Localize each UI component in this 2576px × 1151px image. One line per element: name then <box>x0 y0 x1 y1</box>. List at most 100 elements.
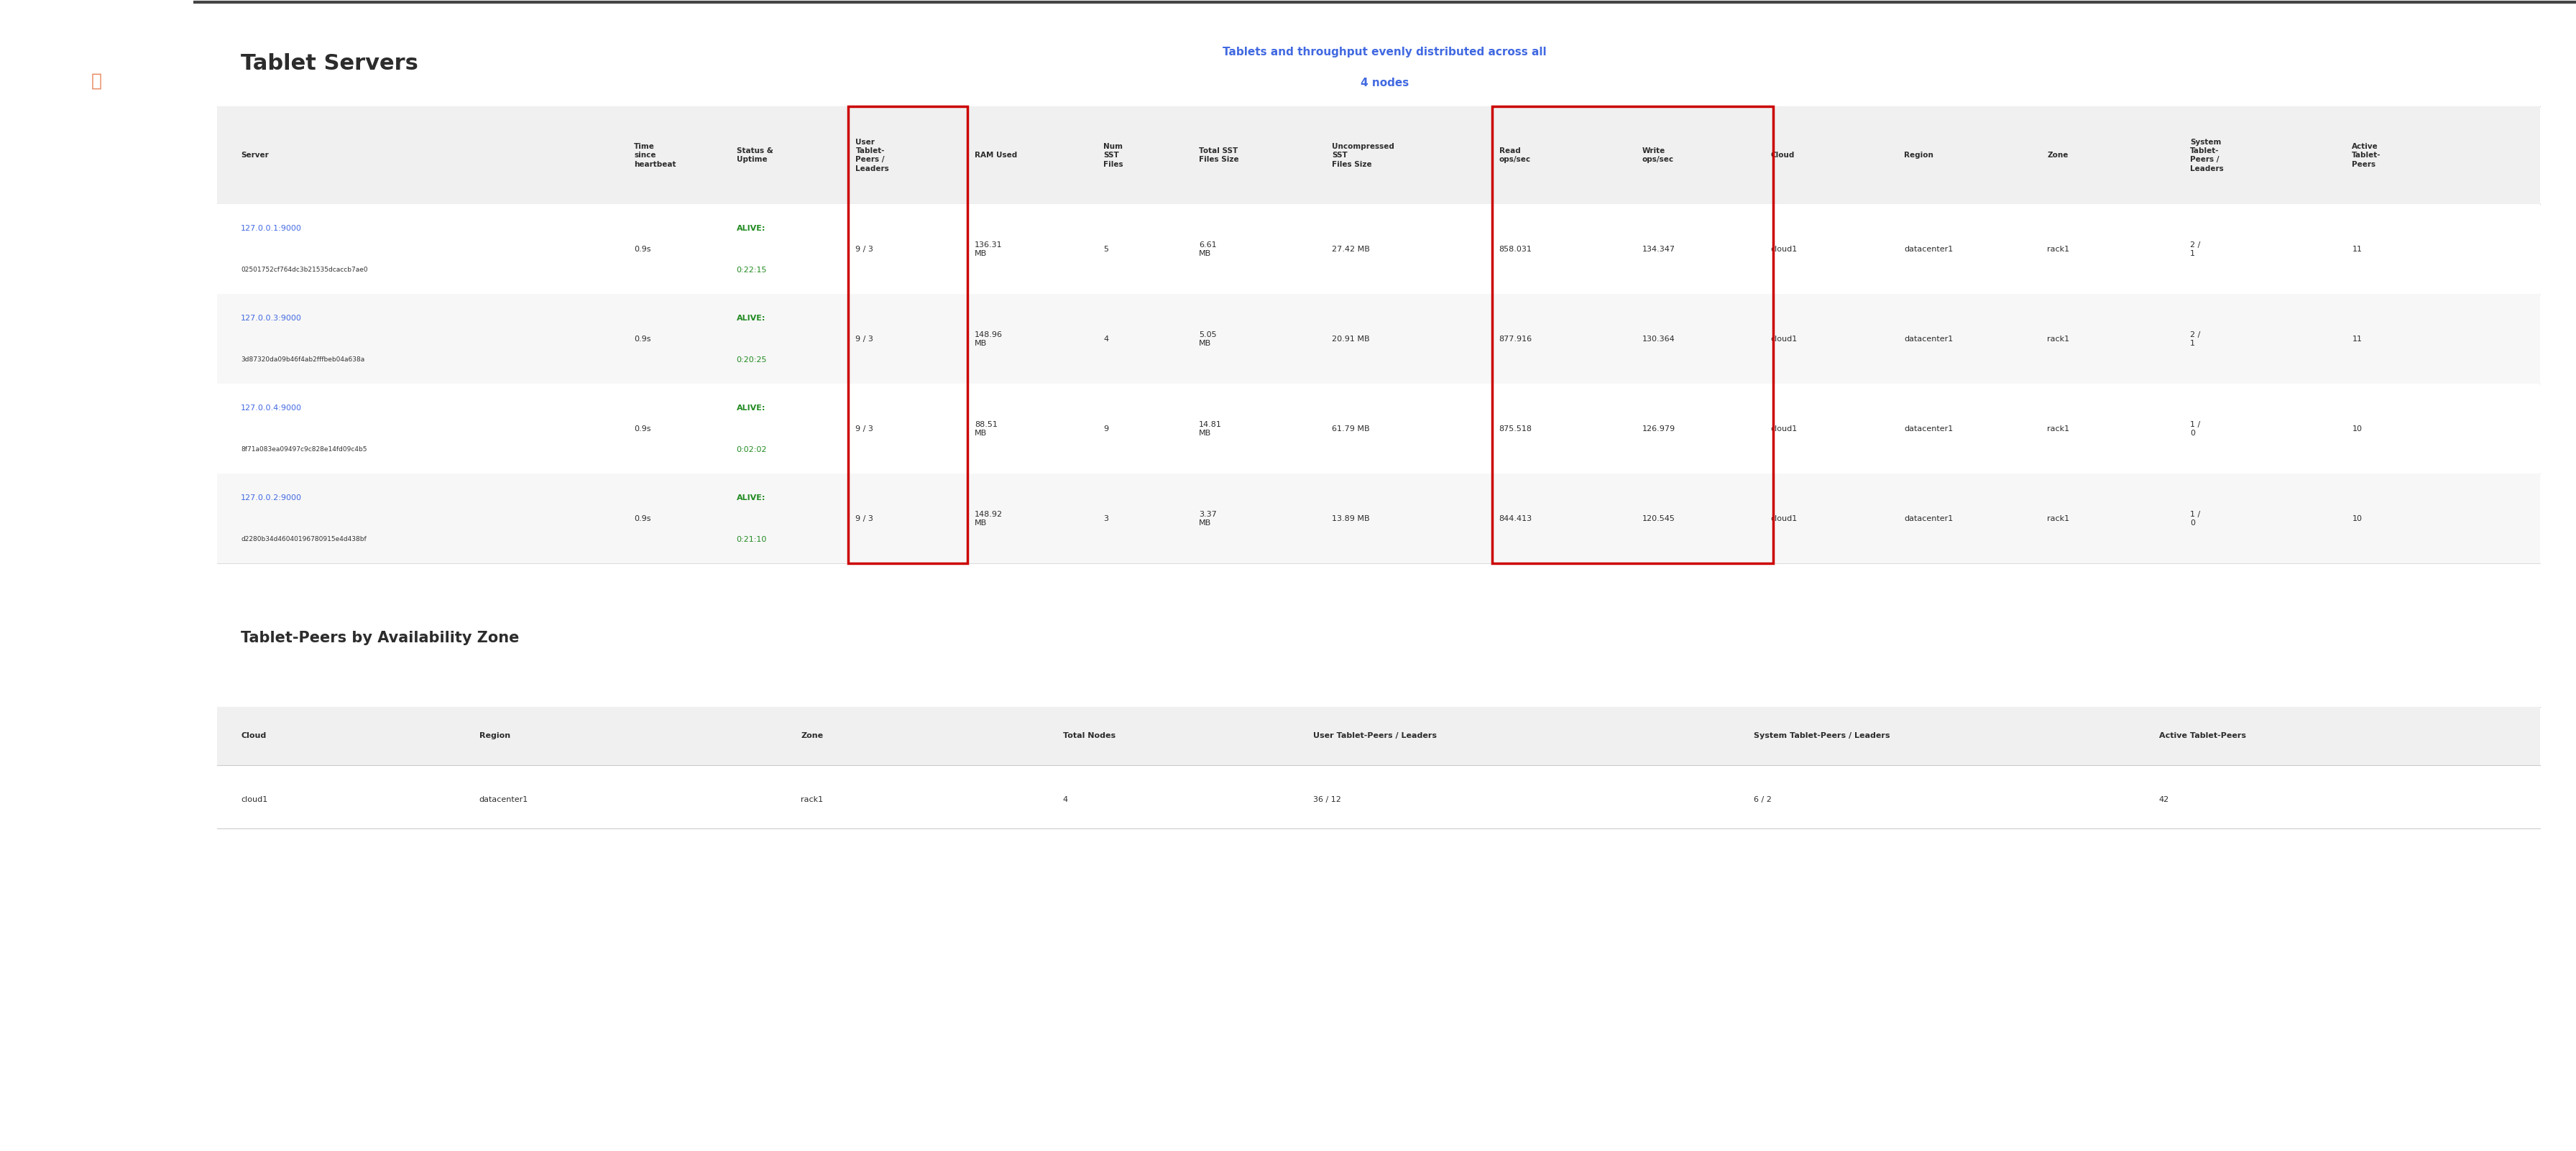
Text: 0.9s: 0.9s <box>634 335 652 343</box>
Text: 130.364: 130.364 <box>1641 335 1674 343</box>
Text: Cloud: Cloud <box>1770 152 1795 159</box>
FancyBboxPatch shape <box>216 771 2540 829</box>
Text: Tablet Servers: Tablet Servers <box>242 53 417 74</box>
Text: datacenter1: datacenter1 <box>479 795 528 803</box>
Text: 0:20:25: 0:20:25 <box>737 356 768 364</box>
Text: 3.37
MB: 3.37 MB <box>1198 511 1216 526</box>
FancyBboxPatch shape <box>216 384 2540 474</box>
Text: User Tablet-Peers / Leaders: User Tablet-Peers / Leaders <box>1314 732 1437 740</box>
Text: rack1: rack1 <box>2048 425 2069 433</box>
Text: cloud1: cloud1 <box>1770 245 1798 253</box>
Text: 8f71a083ea09497c9c828e14fd09c4b5: 8f71a083ea09497c9c828e14fd09c4b5 <box>242 447 366 452</box>
Text: Time
since
heartbeat: Time since heartbeat <box>634 143 675 168</box>
Text: 9 / 3: 9 / 3 <box>855 425 873 433</box>
Text: datacenter1: datacenter1 <box>1904 514 1953 523</box>
Text: 875.518: 875.518 <box>1499 425 1533 433</box>
FancyBboxPatch shape <box>216 294 2540 383</box>
Text: 127.0.0.1:9000: 127.0.0.1:9000 <box>242 224 301 233</box>
FancyBboxPatch shape <box>216 106 2540 205</box>
Text: 2 /
1: 2 / 1 <box>2190 331 2200 346</box>
Text: cloud1: cloud1 <box>242 795 268 803</box>
Text: 11: 11 <box>2352 245 2362 253</box>
Text: 4: 4 <box>1103 335 1108 343</box>
Text: ⚙: ⚙ <box>88 830 106 851</box>
Text: 3d87320da09b46f4ab2fffbeb04a638a: 3d87320da09b46f4ab2fffbeb04a638a <box>242 357 366 363</box>
Text: Num
SST
Files: Num SST Files <box>1103 143 1123 168</box>
Text: 0.9s: 0.9s <box>634 245 652 253</box>
FancyBboxPatch shape <box>49 624 144 642</box>
Text: 42: 42 <box>2159 795 2169 803</box>
Text: Total SST
Files Size: Total SST Files Size <box>1198 147 1239 163</box>
Text: 844.413: 844.413 <box>1499 514 1533 523</box>
Text: 134.347: 134.347 <box>1641 245 1674 253</box>
Text: ALIVE:: ALIVE: <box>737 494 765 502</box>
Text: cloud1: cloud1 <box>1770 335 1798 343</box>
Text: 61.79 MB: 61.79 MB <box>1332 425 1370 433</box>
Text: Zone: Zone <box>2048 152 2069 159</box>
Text: 120.545: 120.545 <box>1641 514 1674 523</box>
Text: Tablet-Peers by Availability Zone: Tablet-Peers by Availability Zone <box>242 631 520 646</box>
Text: Tables: Tables <box>80 531 113 540</box>
Text: 127.0.0.2:9000: 127.0.0.2:9000 <box>242 494 301 502</box>
Text: 0:22:15: 0:22:15 <box>737 266 768 274</box>
Text: System
Tablet-
Peers /
Leaders: System Tablet- Peers / Leaders <box>2190 138 2223 173</box>
Text: datacenter1: datacenter1 <box>1904 245 1953 253</box>
Text: datacenter1: datacenter1 <box>1904 335 1953 343</box>
Text: 127.0.0.3:9000: 127.0.0.3:9000 <box>242 314 301 322</box>
Text: 1 /
0: 1 / 0 <box>2190 421 2200 436</box>
Text: 148.96
MB: 148.96 MB <box>974 331 1002 346</box>
Text: rack1: rack1 <box>801 795 824 803</box>
Text: 6 / 2: 6 / 2 <box>1754 795 1772 803</box>
FancyBboxPatch shape <box>216 205 2540 294</box>
Text: Active Tablet-Peers: Active Tablet-Peers <box>2159 732 2246 740</box>
Text: 0:02:02: 0:02:02 <box>737 445 768 453</box>
Text: System Tablet-Peers / Leaders: System Tablet-Peers / Leaders <box>1754 732 1891 740</box>
Text: 148.92
MB: 148.92 MB <box>974 511 1002 526</box>
Text: 126.979: 126.979 <box>1641 425 1674 433</box>
Polygon shape <box>57 219 134 322</box>
Text: Zone: Zone <box>801 732 824 740</box>
Text: 9 / 3: 9 / 3 <box>855 514 873 523</box>
Text: Status &
Uptime: Status & Uptime <box>737 147 773 163</box>
Text: cloud1: cloud1 <box>1770 425 1798 433</box>
Text: Cloud: Cloud <box>242 732 265 740</box>
Text: 136.31
MB: 136.31 MB <box>974 242 1002 257</box>
Text: 858.031: 858.031 <box>1499 245 1533 253</box>
Text: Total Nodes: Total Nodes <box>1064 732 1115 740</box>
Text: rack1: rack1 <box>2048 514 2069 523</box>
Text: 3: 3 <box>1103 514 1108 523</box>
Text: 36 / 12: 36 / 12 <box>1314 795 1342 803</box>
Text: 4 nodes: 4 nodes <box>1360 77 1409 89</box>
Text: rack1: rack1 <box>2048 335 2069 343</box>
Text: Uncompressed
SST
Files Size: Uncompressed SST Files Size <box>1332 143 1394 168</box>
Text: ⭐: ⭐ <box>90 73 103 89</box>
Text: 9 / 3: 9 / 3 <box>855 245 873 253</box>
Text: 11: 11 <box>2352 335 2362 343</box>
Text: ALIVE:: ALIVE: <box>737 314 765 322</box>
Text: User
Tablet-
Peers /
Leaders: User Tablet- Peers / Leaders <box>855 138 889 173</box>
Text: Region: Region <box>479 732 510 740</box>
Text: 0:21:10: 0:21:10 <box>737 535 768 543</box>
Text: Region: Region <box>1904 152 1935 159</box>
Text: cloud1: cloud1 <box>1770 514 1798 523</box>
Text: Utilities: Utilities <box>77 876 116 885</box>
Text: 0.9s: 0.9s <box>634 425 652 433</box>
Text: datacenter1: datacenter1 <box>1904 425 1953 433</box>
Text: 9: 9 <box>1103 425 1108 433</box>
Text: 2 /
1: 2 / 1 <box>2190 242 2200 257</box>
FancyBboxPatch shape <box>49 647 144 665</box>
Text: 13.89 MB: 13.89 MB <box>1332 514 1370 523</box>
Text: RAM Used: RAM Used <box>974 152 1018 159</box>
Text: 10: 10 <box>2352 425 2362 433</box>
Text: 6.61
MB: 6.61 MB <box>1198 242 1216 257</box>
FancyBboxPatch shape <box>49 670 144 688</box>
Text: Write
ops/sec: Write ops/sec <box>1641 147 1674 163</box>
Text: 27.42 MB: 27.42 MB <box>1332 245 1370 253</box>
Text: 1 /
0: 1 / 0 <box>2190 511 2200 526</box>
Text: 877.916: 877.916 <box>1499 335 1533 343</box>
Text: rack1: rack1 <box>2048 245 2069 253</box>
Text: 0.9s: 0.9s <box>634 514 652 523</box>
Text: 14.81
MB: 14.81 MB <box>1198 421 1221 436</box>
Text: 10: 10 <box>2352 514 2362 523</box>
Text: 4: 4 <box>1064 795 1069 803</box>
